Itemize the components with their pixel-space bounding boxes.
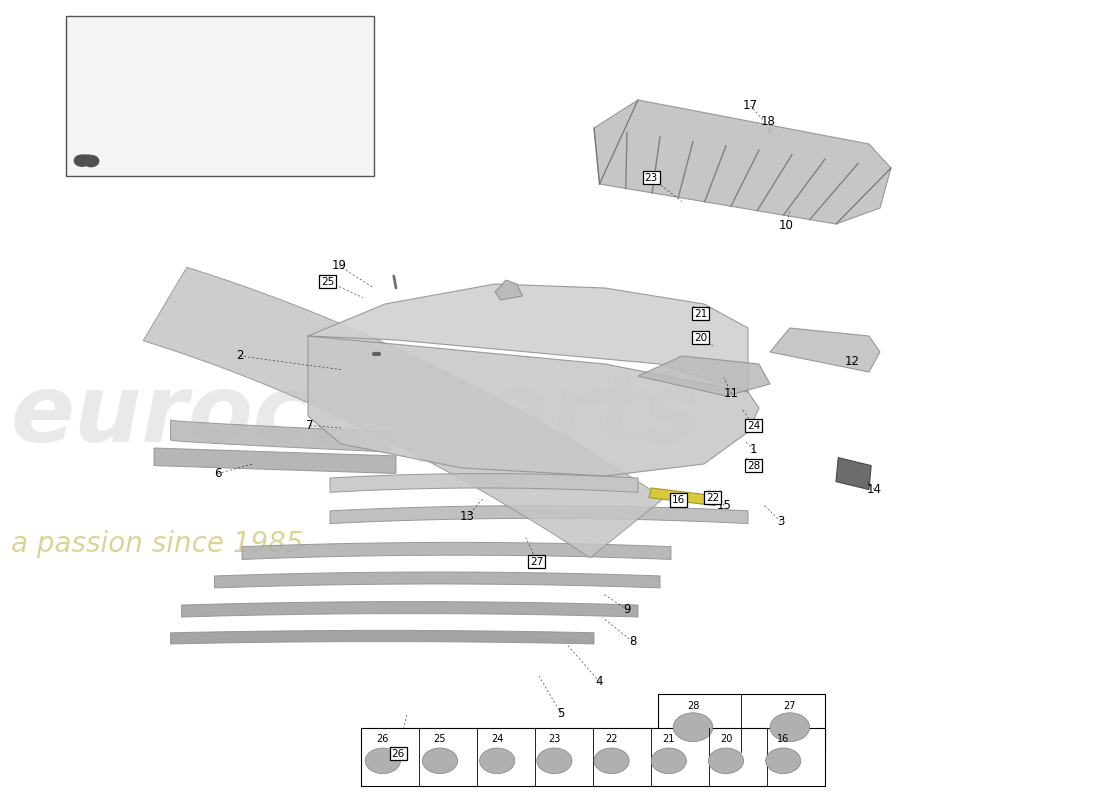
Circle shape [708,748,744,774]
Polygon shape [770,328,880,372]
Text: 18: 18 [760,115,775,128]
Text: 15: 15 [716,499,732,512]
Text: 21: 21 [694,309,707,318]
Text: 23: 23 [548,734,561,744]
Text: 27: 27 [783,701,796,710]
Text: 5: 5 [558,707,564,720]
FancyBboxPatch shape [66,16,374,176]
Polygon shape [79,156,94,161]
Text: 17: 17 [742,99,758,112]
Polygon shape [182,602,638,617]
Text: 14: 14 [867,483,882,496]
Text: 26: 26 [376,734,389,744]
Text: 3: 3 [778,515,784,528]
Text: 27: 27 [530,557,543,566]
Text: 13: 13 [460,510,475,522]
Text: 4: 4 [596,675,603,688]
Text: 20: 20 [694,333,707,342]
Text: 26: 26 [392,749,405,758]
Text: 7: 7 [307,419,314,432]
Text: 24: 24 [491,734,504,744]
Polygon shape [330,506,748,523]
Circle shape [480,748,515,774]
Polygon shape [143,267,663,558]
Circle shape [673,713,713,742]
Polygon shape [308,336,759,476]
Polygon shape [836,458,871,490]
Text: 22: 22 [706,493,719,502]
Text: 8: 8 [629,635,636,648]
Circle shape [770,713,810,742]
Polygon shape [330,474,638,492]
Text: 11: 11 [724,387,739,400]
Text: 12: 12 [845,355,860,368]
Text: 1: 1 [750,443,757,456]
Text: 2: 2 [236,350,243,362]
Text: 28: 28 [747,461,760,470]
Circle shape [365,748,400,774]
Polygon shape [638,356,770,396]
Text: 22: 22 [605,734,618,744]
Circle shape [651,748,686,774]
Text: 9: 9 [624,603,630,616]
Circle shape [766,748,801,774]
Polygon shape [170,420,390,452]
Text: 25: 25 [433,734,447,744]
FancyBboxPatch shape [658,694,825,752]
Polygon shape [594,100,891,224]
Text: 28: 28 [686,701,700,710]
Text: eurocarparts: eurocarparts [11,370,700,462]
Polygon shape [82,154,91,157]
Text: 25: 25 [321,277,334,286]
Circle shape [75,155,90,166]
Text: 6: 6 [214,467,221,480]
Polygon shape [649,488,717,506]
Polygon shape [308,284,748,392]
Text: 21: 21 [662,734,675,744]
Text: a passion since 1985: a passion since 1985 [11,530,304,558]
Circle shape [537,748,572,774]
Circle shape [422,748,458,774]
Polygon shape [170,630,594,644]
Text: 16: 16 [777,734,790,744]
Text: 20: 20 [719,734,733,744]
Text: 23: 23 [645,173,658,182]
Text: 10: 10 [779,219,794,232]
FancyBboxPatch shape [361,728,825,786]
Circle shape [594,748,629,774]
Polygon shape [495,280,522,300]
Polygon shape [214,572,660,588]
Polygon shape [154,448,396,474]
Text: 24: 24 [747,421,760,430]
Circle shape [84,155,99,166]
Text: 16: 16 [672,495,685,505]
Text: 19: 19 [331,259,346,272]
Polygon shape [242,542,671,559]
